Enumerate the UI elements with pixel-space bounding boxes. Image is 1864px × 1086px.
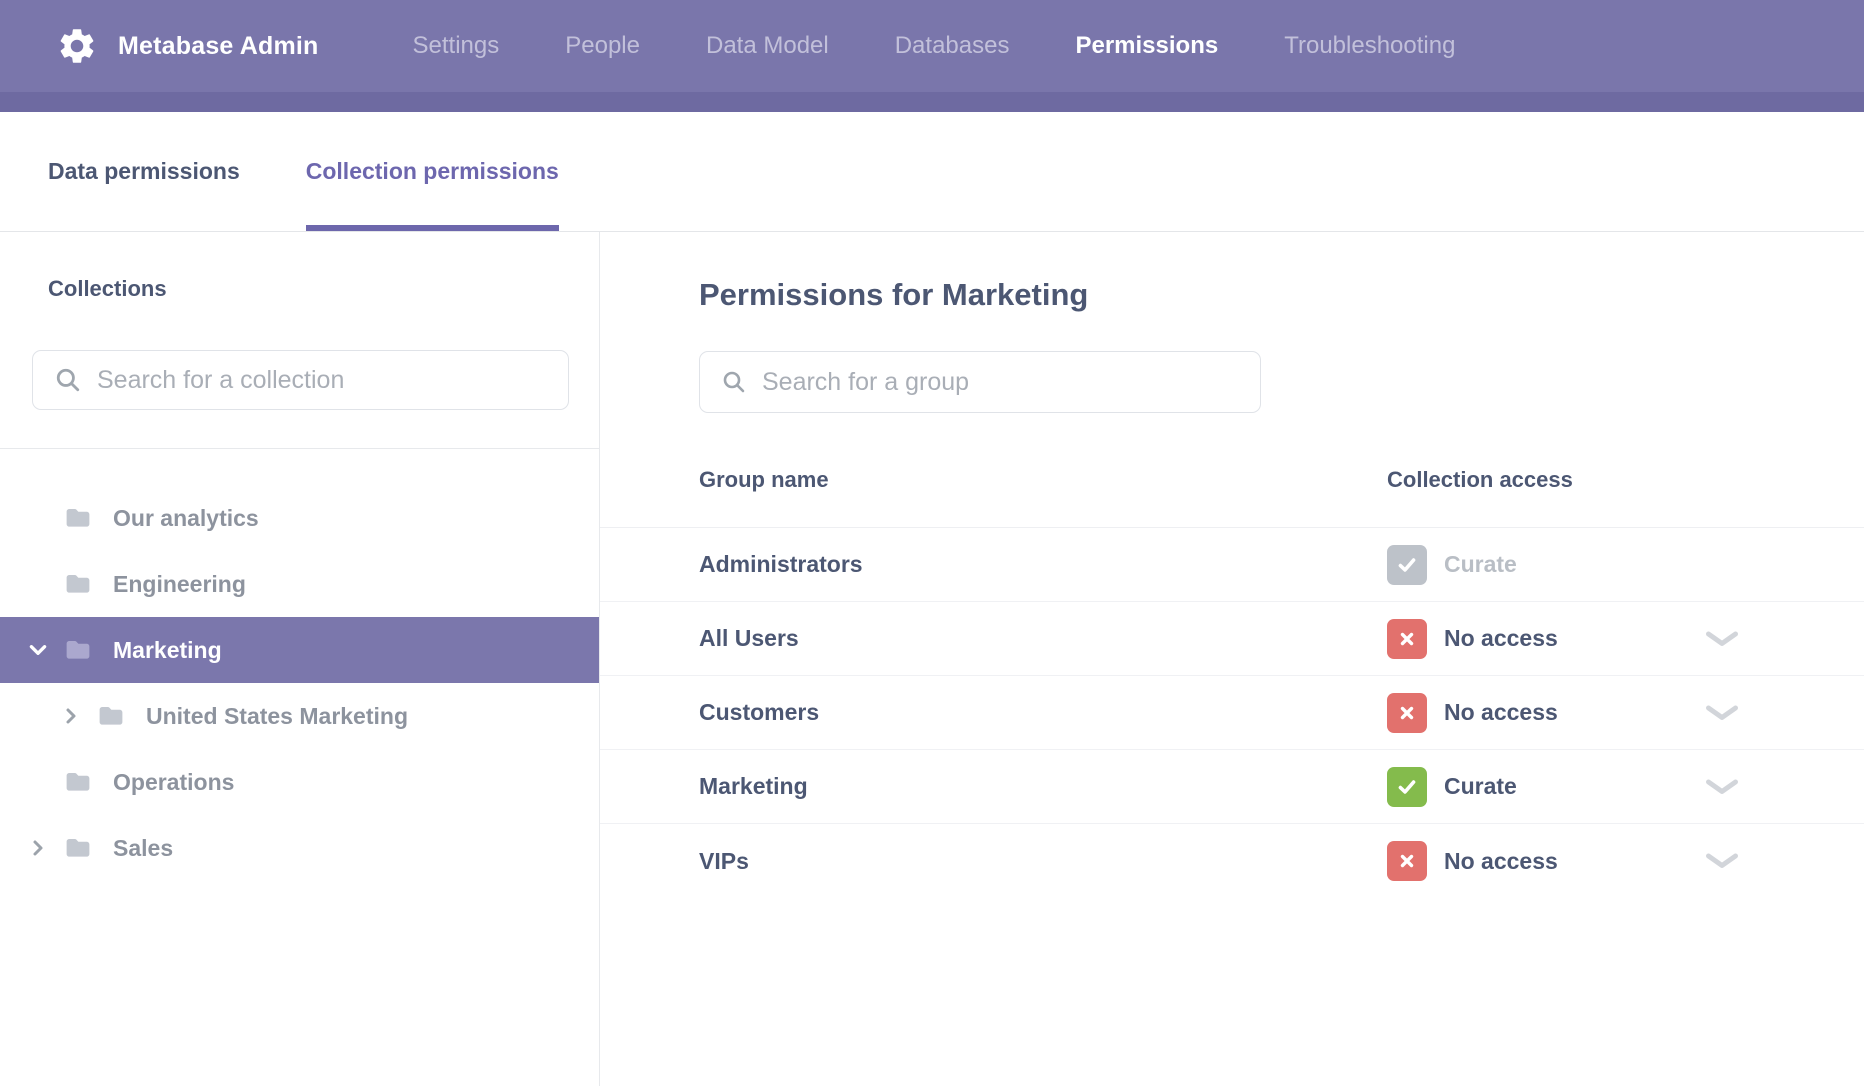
tree-item-engineering[interactable]: Engineering — [0, 551, 599, 617]
search-icon — [723, 371, 745, 393]
folder-icon — [98, 705, 124, 727]
chevron-down-icon[interactable] — [1704, 852, 1740, 870]
check-icon — [1387, 766, 1427, 807]
table-row: Administrators Curate — [600, 528, 1864, 602]
search-icon — [56, 368, 80, 392]
sidebar-heading: Collections — [48, 276, 167, 301]
folder-icon — [65, 771, 91, 793]
x-icon — [1387, 841, 1427, 881]
top-nav-accent-strip — [0, 92, 1864, 112]
tree-item-label: Our analytics — [113, 504, 259, 531]
tab-data-permissions[interactable]: Data permissions — [48, 158, 240, 184]
table-row: Customers No access — [600, 676, 1864, 750]
tree-item-operations[interactable]: Operations — [0, 749, 599, 815]
tab-collection-permissions[interactable]: Collection permissions — [305, 112, 559, 231]
access-label: Curate — [1444, 551, 1517, 577]
group-name: Marketing — [699, 773, 808, 799]
table-row: Marketing Curate — [600, 750, 1864, 824]
admin-top-nav: Metabase Admin Settings People Data Mode… — [0, 0, 1864, 92]
tree-item-sales[interactable]: Sales — [0, 815, 599, 881]
access-dropdown-marketing[interactable]: Curate — [1387, 766, 1517, 807]
x-icon — [1387, 618, 1427, 659]
access-label: No access — [1444, 699, 1558, 725]
group-name: Administrators — [699, 551, 863, 577]
access-label: No access — [1444, 625, 1558, 651]
chevron-down-icon[interactable] — [1704, 704, 1740, 722]
access-dropdown-vips[interactable]: No access — [1387, 841, 1558, 881]
nav-troubleshooting[interactable]: Troubleshooting — [1284, 32, 1456, 59]
tree-item-united-states-marketing[interactable]: United States Marketing — [0, 683, 599, 749]
table-row: All Users No access — [600, 602, 1864, 676]
table-row: VIPs No access — [600, 824, 1864, 898]
collection-search-box — [32, 350, 569, 410]
chevron-down-icon[interactable] — [1704, 778, 1740, 796]
collections-sidebar: Collections Our analytics — [0, 232, 600, 1086]
tree-item-label: Marketing — [113, 636, 222, 663]
tree-item-label: Sales — [113, 834, 174, 861]
chevron-right-icon[interactable] — [60, 706, 82, 726]
nav-people[interactable]: People — [565, 32, 640, 59]
chevron-right-icon[interactable] — [27, 838, 49, 858]
checkbox-checked-icon — [1387, 544, 1427, 585]
group-name: VIPs — [699, 847, 749, 874]
app-title: Metabase Admin — [118, 31, 319, 60]
page-title: Permissions for Marketing — [699, 277, 1089, 312]
group-search-box — [699, 351, 1261, 413]
tree-item-label: United States Marketing — [146, 702, 408, 729]
tree-item-label: Operations — [113, 768, 235, 795]
access-label: No access — [1444, 847, 1558, 874]
x-icon — [1387, 692, 1427, 733]
chevron-down-icon[interactable] — [27, 639, 49, 661]
folder-icon — [65, 573, 91, 595]
column-header-collection-access: Collection access — [1387, 467, 1573, 492]
access-dropdown-customers[interactable]: No access — [1387, 692, 1558, 733]
permissions-tab-bar: Data permissions Collection permissions — [0, 112, 1864, 232]
column-header-group-name: Group name — [699, 467, 829, 492]
admin-nav: Settings People Data Model Databases Per… — [413, 32, 1456, 60]
tree-item-marketing[interactable]: Marketing — [0, 617, 599, 683]
access-control-administrators: Curate — [1387, 544, 1517, 585]
group-name: Customers — [699, 699, 820, 725]
sidebar-divider — [0, 448, 599, 449]
nav-settings[interactable]: Settings — [412, 32, 500, 59]
group-name: All Users — [699, 625, 799, 651]
nav-permissions[interactable]: Permissions — [1075, 32, 1219, 59]
access-dropdown-all-users[interactable]: No access — [1387, 618, 1558, 659]
table-header-row: Group name Collection access — [600, 467, 1864, 493]
tree-item-our-analytics[interactable]: Our analytics — [0, 485, 599, 551]
table-header-divider — [600, 527, 1864, 528]
nav-databases[interactable]: Databases — [894, 32, 1010, 59]
tree-item-label: Engineering — [113, 570, 246, 597]
folder-icon — [65, 507, 91, 529]
access-label: Curate — [1444, 773, 1517, 799]
folder-icon — [65, 837, 91, 859]
collections-tree: Our analytics Engineering Marketing — [0, 449, 599, 881]
group-search-input[interactable] — [762, 367, 1242, 397]
nav-data-model[interactable]: Data Model — [705, 32, 829, 59]
folder-icon — [65, 639, 91, 661]
collection-search-input[interactable] — [97, 365, 550, 395]
gear-icon — [56, 25, 98, 67]
permissions-panel: Permissions for Marketing Group name Col… — [600, 232, 1864, 1086]
chevron-down-icon[interactable] — [1704, 630, 1740, 648]
